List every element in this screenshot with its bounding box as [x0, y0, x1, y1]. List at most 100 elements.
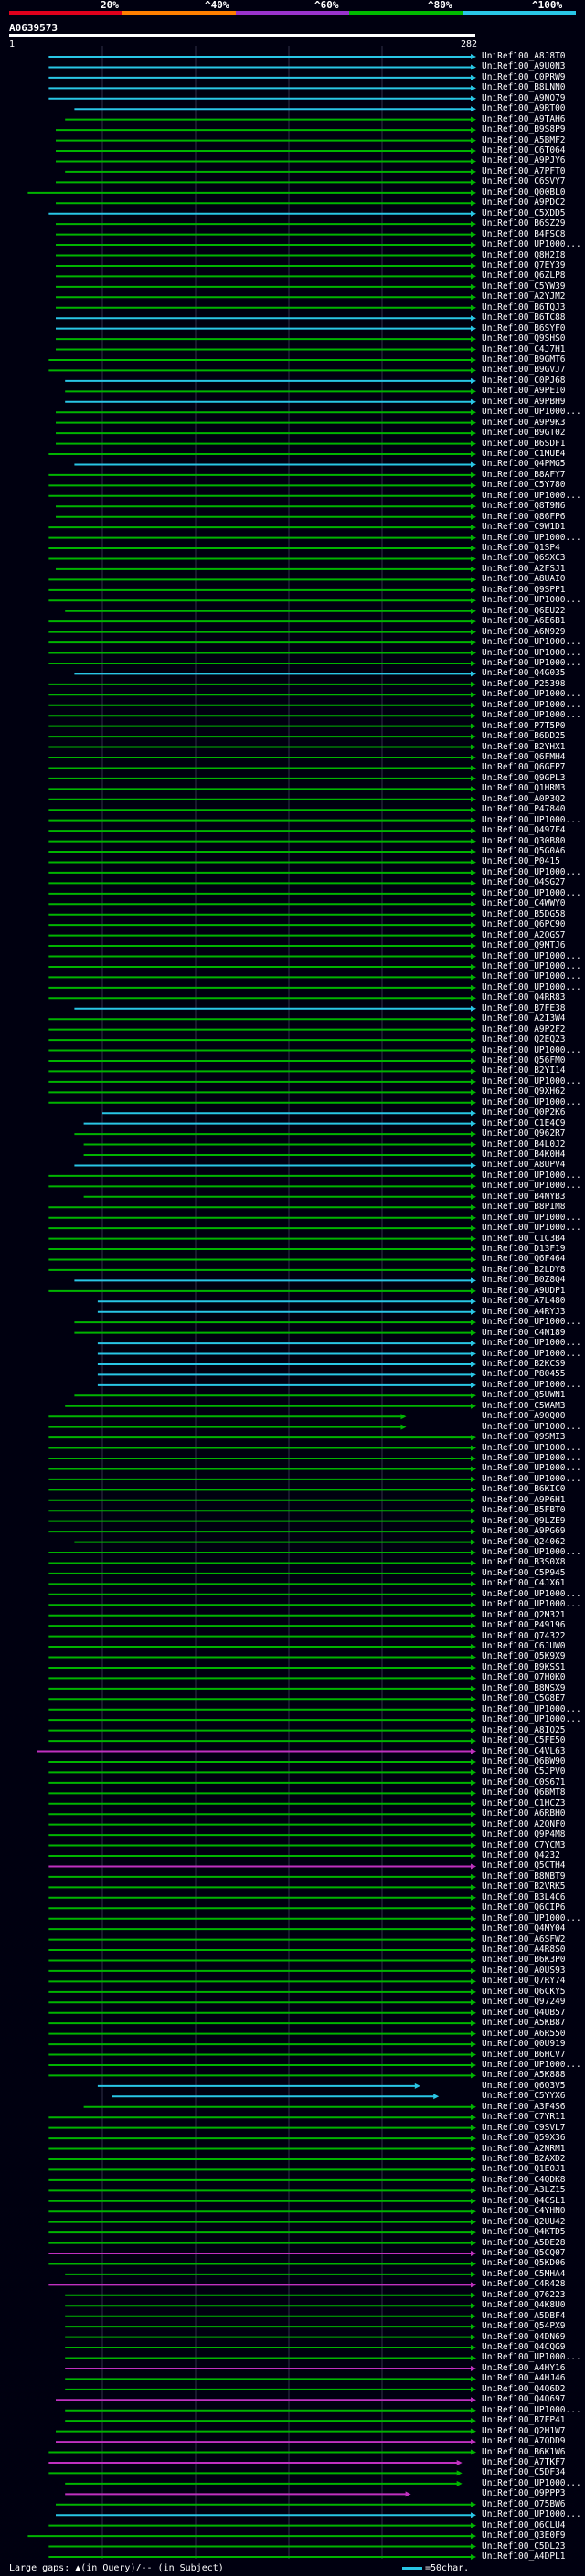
hit-label[interactable]: UniRef100_C1C3B4 [482, 1233, 566, 1244]
hit-label[interactable]: UniRef100_C5JPV0 [482, 1766, 566, 1777]
hit-label[interactable]: UniRef100_B2VRK5 [482, 1882, 566, 1892]
hit-label[interactable]: UniRef100_C6JUW0 [482, 1641, 566, 1652]
hit-label[interactable]: UniRef100_Q4CSL1 [482, 2195, 566, 2206]
hit-label[interactable]: UniRef100_A8UPV4 [482, 1160, 566, 1171]
hit-label[interactable]: UniRef100_P49196 [482, 1620, 566, 1631]
hit-label[interactable]: UniRef100_B7FP41 [482, 2415, 566, 2426]
hit-label[interactable]: UniRef100_A9P6H1 [482, 1494, 566, 1505]
hit-label[interactable]: UniRef100_UP1000... [482, 1463, 581, 1474]
hit-label[interactable]: UniRef100_A2QNF0 [482, 1818, 566, 1829]
hit-label[interactable]: UniRef100_Q5UWN1 [482, 1390, 566, 1401]
hit-label[interactable]: UniRef100_UP1000... [482, 710, 581, 721]
hit-label[interactable]: UniRef100_A6R550 [482, 2028, 566, 2039]
hit-label[interactable]: UniRef100_A2YJM2 [482, 292, 566, 302]
hit-label[interactable]: UniRef100_C5XDD5 [482, 207, 566, 218]
hit-label[interactable]: UniRef100_B9KSS1 [482, 1661, 566, 1672]
hit-label[interactable]: UniRef100_UP1000... [482, 2509, 581, 2520]
hit-label[interactable]: UniRef100_C6SVY7 [482, 176, 566, 187]
hit-label[interactable]: UniRef100_Q8H2I8 [482, 249, 566, 260]
hit-label[interactable]: UniRef100_A9TAH6 [482, 113, 566, 124]
hit-label[interactable]: UniRef100_A7L480 [482, 1296, 566, 1307]
hit-label[interactable]: UniRef100_UP1000... [482, 814, 581, 825]
hit-label[interactable]: UniRef100_UP1000... [482, 981, 581, 992]
hit-label[interactable]: UniRef100_C0S671 [482, 1776, 566, 1787]
hit-label[interactable]: UniRef100_A6RBH0 [482, 1808, 566, 1819]
hit-label[interactable]: UniRef100_Q97249 [482, 1997, 566, 2008]
hit-label[interactable]: UniRef100_Q6CLU4 [482, 2519, 566, 2530]
hit-label[interactable]: UniRef100_B8AFY7 [482, 469, 566, 480]
hit-label[interactable]: UniRef100_A9P9K3 [482, 417, 566, 428]
hit-label[interactable]: UniRef100_Q9SHS0 [482, 334, 566, 345]
hit-label[interactable]: UniRef100_A9RT00 [482, 103, 566, 114]
hit-label[interactable]: UniRef100_UP1000... [482, 699, 581, 710]
hit-label[interactable]: UniRef100_C5G8E7 [482, 1693, 566, 1704]
hit-label[interactable]: UniRef100_Q4RR83 [482, 992, 566, 1003]
hit-label[interactable]: UniRef100_UP1000... [482, 1452, 581, 1463]
hit-label[interactable]: UniRef100_D13F19 [482, 1244, 566, 1255]
hit-label[interactable]: UniRef100_B6SZ29 [482, 218, 566, 229]
hit-label[interactable]: UniRef100_A2I3W4 [482, 1013, 566, 1024]
hit-label[interactable]: UniRef100_C4YHN0 [482, 2206, 566, 2217]
hit-label[interactable]: UniRef100_B6K1W6 [482, 2446, 566, 2457]
hit-label[interactable]: UniRef100_Q9XH62 [482, 1087, 566, 1097]
hit-label[interactable]: UniRef100_B7FE38 [482, 1002, 566, 1013]
hit-label[interactable]: UniRef100_Q4CQG9 [482, 2342, 566, 2353]
hit-label[interactable]: UniRef100_C5MHA4 [482, 2268, 566, 2279]
hit-label[interactable]: UniRef100_Q6BW90 [482, 1755, 566, 1766]
hit-label[interactable]: UniRef100_A3LZ15 [482, 2185, 566, 2196]
hit-label[interactable]: UniRef100_B6DD25 [482, 731, 566, 742]
hit-label[interactable]: UniRef100_B9S8P9 [482, 124, 566, 135]
hit-label[interactable]: UniRef100_Q76223 [482, 2289, 566, 2300]
hit-label[interactable]: UniRef100_A8IQ25 [482, 1724, 566, 1735]
hit-label[interactable]: UniRef100_P80455 [482, 1369, 566, 1380]
hit-label[interactable]: UniRef100_Q4Q6D2 [482, 2383, 566, 2394]
hit-label[interactable]: UniRef100_A9UDP1 [482, 1285, 566, 1296]
hit-label[interactable]: UniRef100_Q6SXC3 [482, 553, 566, 564]
hit-label[interactable]: UniRef100_UP1000... [482, 689, 581, 700]
hit-label[interactable]: UniRef100_B6SYF0 [482, 323, 566, 334]
hit-label[interactable]: UniRef100_UP1000... [482, 2059, 581, 2070]
hit-label[interactable]: UniRef100_Q56FM0 [482, 1055, 566, 1065]
hit-label[interactable]: UniRef100_Q74322 [482, 1630, 566, 1641]
hit-label[interactable]: UniRef100_B4L0J2 [482, 1139, 566, 1150]
hit-label[interactable]: UniRef100_UP1000... [482, 1442, 581, 1453]
hit-label[interactable]: UniRef100_Q9SMI3 [482, 1432, 566, 1443]
hit-label[interactable]: UniRef100_C5YYX6 [482, 2091, 566, 2102]
hit-label[interactable]: UniRef100_A9PEI0 [482, 386, 566, 397]
hit-label[interactable]: UniRef100_C1E4C9 [482, 1118, 566, 1129]
hit-label[interactable]: UniRef100_B2LDY8 [482, 1264, 566, 1275]
hit-label[interactable]: UniRef100_UP1000... [482, 637, 581, 648]
hit-label[interactable]: UniRef100_Q6FMH4 [482, 751, 566, 762]
hit-label[interactable]: UniRef100_A6SFW2 [482, 1934, 566, 1945]
hit-label[interactable]: UniRef100_Q0P2K6 [482, 1108, 566, 1118]
hit-label[interactable]: UniRef100_C7YCM3 [482, 1839, 566, 1850]
hit-label[interactable]: UniRef100_Q1SP4 [482, 543, 560, 554]
hit-label[interactable]: UniRef100_A8J8T0 [482, 51, 566, 61]
hit-label[interactable]: UniRef100_UP1000... [482, 1703, 581, 1714]
hit-label[interactable]: UniRef100_A9PDC2 [482, 197, 566, 208]
hit-label[interactable]: UniRef100_C9SVL7 [482, 2122, 566, 2133]
hit-label[interactable]: UniRef100_Q6F464 [482, 1254, 566, 1265]
hit-label[interactable]: UniRef100_Q30B80 [482, 835, 566, 846]
hit-label[interactable]: UniRef100_B3S0X8 [482, 1557, 566, 1568]
hit-label[interactable]: UniRef100_Q00BL0 [482, 186, 566, 197]
hit-label[interactable]: UniRef100_B2YHX1 [482, 741, 566, 752]
hit-label[interactable]: UniRef100_UP1000... [482, 490, 581, 501]
hit-label[interactable]: UniRef100_A2NRM1 [482, 2143, 566, 2154]
hit-label[interactable]: UniRef100_C5P945 [482, 1567, 566, 1578]
hit-label[interactable]: UniRef100_UP1000... [482, 950, 581, 961]
hit-label[interactable]: UniRef100_B4K0H4 [482, 1150, 566, 1160]
hit-label[interactable]: UniRef100_A3F4S6 [482, 2101, 566, 2112]
hit-label[interactable]: UniRef100_UP1000... [482, 971, 581, 982]
hit-label[interactable]: UniRef100_B6KIC0 [482, 1484, 566, 1495]
hit-label[interactable]: UniRef100_P0415 [482, 856, 560, 867]
hit-label[interactable]: UniRef100_B9GMT6 [482, 354, 566, 365]
hit-label[interactable]: UniRef100_B2KCS9 [482, 1358, 566, 1369]
hit-label[interactable]: UniRef100_C5FE50 [482, 1735, 566, 1746]
hit-label[interactable]: UniRef100_P7T5P0 [482, 720, 566, 731]
hit-label[interactable]: UniRef100_UP1000... [482, 1714, 581, 1725]
hit-label[interactable]: UniRef100_A7PFT0 [482, 165, 566, 176]
hit-label[interactable]: UniRef100_Q4K8U0 [482, 2300, 566, 2311]
hit-label[interactable]: UniRef100_UP1000... [482, 1170, 581, 1181]
hit-label[interactable]: UniRef100_UP1000... [482, 407, 581, 418]
